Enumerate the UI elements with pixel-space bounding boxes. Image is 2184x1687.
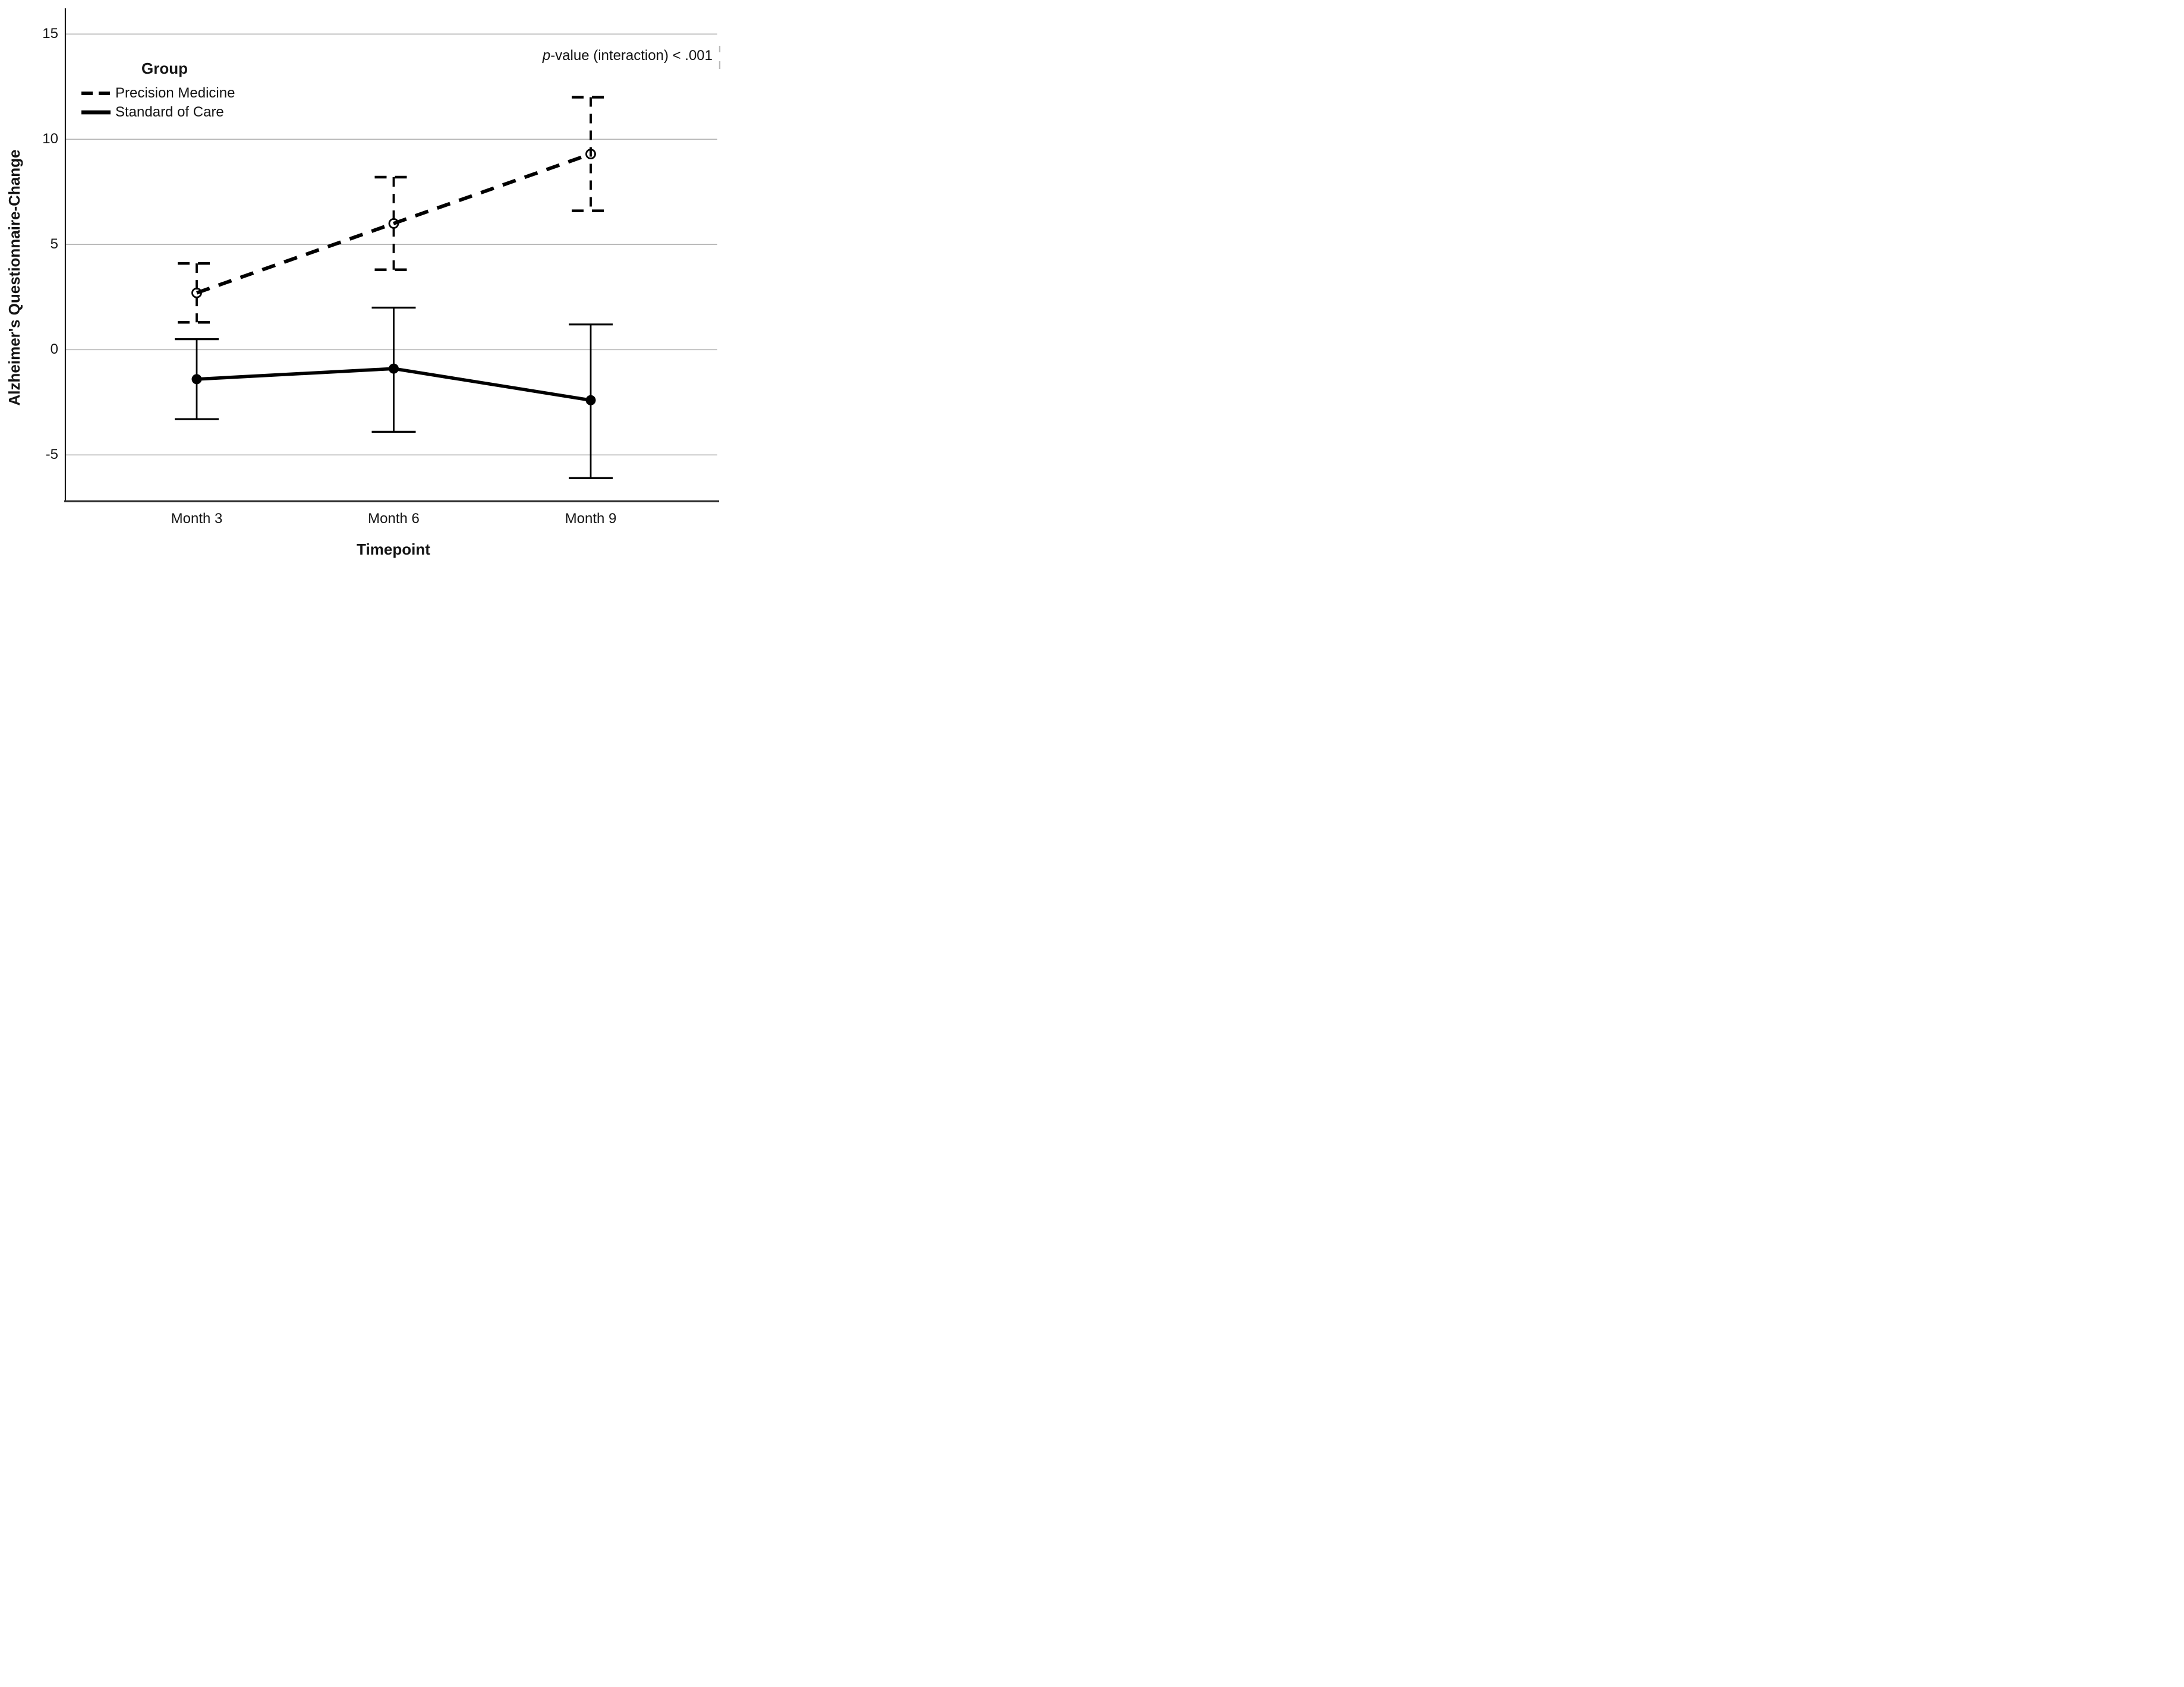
data-point-marker-precision-medicine-1 — [191, 287, 202, 298]
x-category-label-month3: Month 3 — [171, 511, 223, 527]
data-point-marker-standard-of-care-2 — [389, 363, 399, 374]
y-tick-label-15: 15 — [42, 26, 58, 42]
p-value-text: -value (interaction) < .001 — [550, 48, 713, 64]
data-point-marker-standard-of-care-3 — [585, 395, 596, 405]
legend-label-precision-medicine: Precision Medicine — [115, 85, 235, 101]
x-category-label-month9: Month 9 — [565, 511, 617, 527]
plot-canvas — [64, 8, 721, 502]
data-point-marker-precision-medicine-3 — [585, 149, 596, 159]
x-category-label-month6: Month 6 — [368, 511, 420, 527]
chart-figure: 15 10 5 0 -5 Month 3 Month 6 Month 9 Tim… — [0, 0, 728, 562]
y-tick-label-0: 0 — [50, 341, 58, 357]
y-tick-label-5: 5 — [50, 236, 58, 252]
x-axis-title: Timepoint — [357, 540, 430, 558]
p-value-annotation: p-value (interaction) < .001 — [415, 47, 713, 65]
data-point-marker-precision-medicine-2 — [388, 218, 399, 229]
y-axis-title: Alzheimer's Questionnaire-Change — [5, 149, 23, 406]
legend-title: Group — [141, 59, 188, 77]
series-line-precision-medicine — [196, 152, 591, 295]
data-point-marker-standard-of-care-1 — [191, 374, 202, 385]
legend-label-standard-of-care: Standard of Care — [115, 104, 224, 120]
y-tick-label-neg5: -5 — [45, 446, 58, 462]
y-tick-label-10: 10 — [42, 131, 58, 147]
p-value-italic-p: p — [542, 48, 551, 64]
